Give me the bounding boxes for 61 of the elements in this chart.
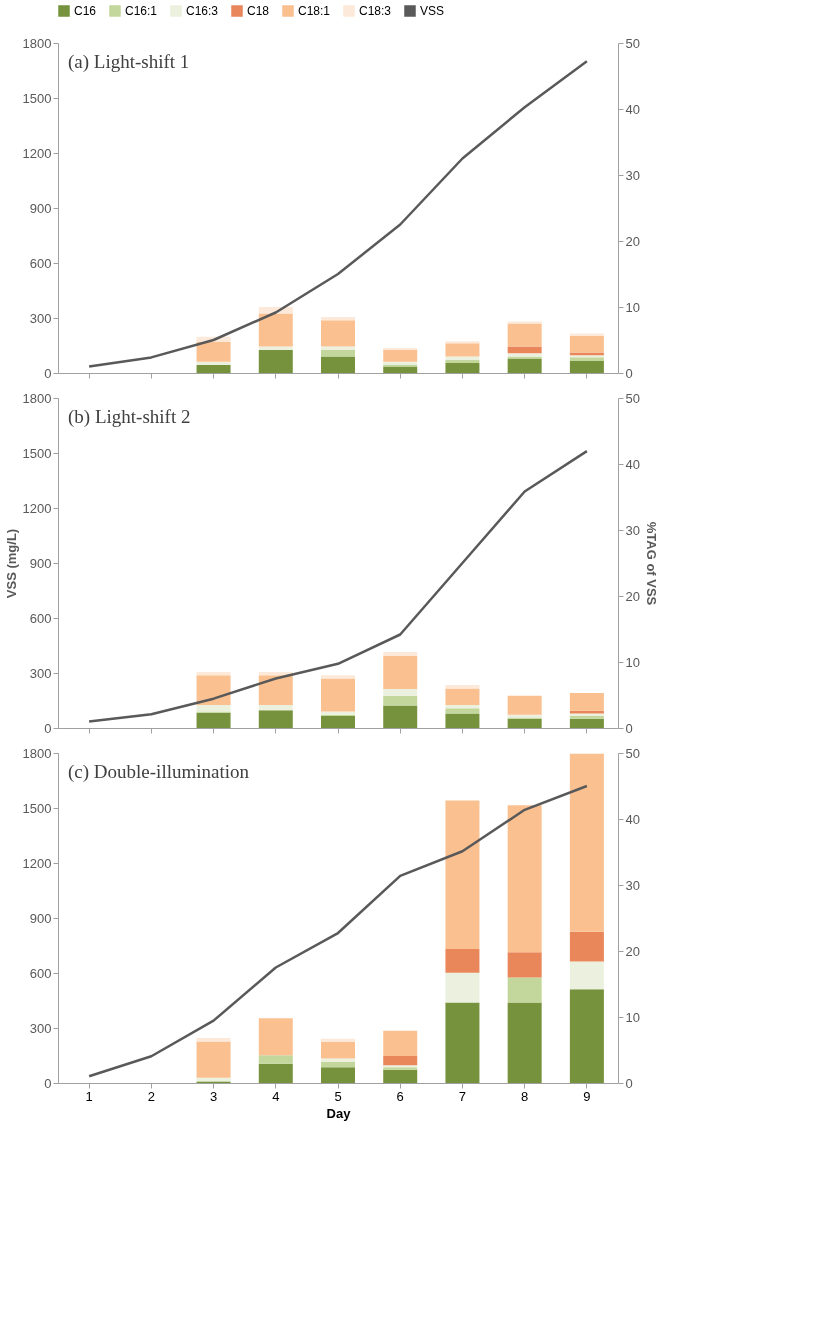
chart-title: (a) Light-shift 1 — [68, 51, 190, 73]
y-tick-label: 1800 — [22, 390, 52, 406]
legend-label: C18:1 — [298, 4, 331, 18]
y-tick-label: 1500 — [22, 800, 52, 816]
x-tick-label: 1 — [85, 1088, 93, 1104]
legend-label: C16:3 — [186, 4, 219, 18]
y-tick-label: 1200 — [22, 855, 52, 871]
x-tick-label: 4 — [272, 1088, 280, 1104]
y-tick-label: 1200 — [22, 145, 52, 161]
y-tick-label: 300 — [29, 310, 52, 326]
y2-tick-label: 40 — [625, 811, 640, 827]
y-tick-label: 0 — [44, 720, 52, 736]
y2-tick-label: 30 — [625, 167, 640, 183]
y-tick-label: 900 — [29, 910, 52, 926]
y-tick-label: 600 — [29, 965, 52, 981]
y-tick-label: 900 — [29, 200, 52, 216]
x-tick-label: 9 — [583, 1088, 591, 1104]
chart-title: (c) Double-illumination — [68, 761, 250, 783]
y2-tick-label: 50 — [625, 745, 640, 761]
x-axis-title: Day — [326, 1105, 352, 1121]
y-tick-label: 900 — [29, 555, 52, 571]
y2-tick-label: 0 — [625, 720, 633, 736]
x-tick-label: 7 — [458, 1088, 467, 1104]
legend-label: C16:1 — [125, 4, 158, 18]
chart-title: (b) Light-shift 2 — [68, 406, 191, 428]
y-tick-label: 300 — [29, 665, 52, 681]
y2-tick-label: 0 — [625, 365, 633, 381]
y2-tick-label: 20 — [625, 233, 640, 249]
y2-tick-label: 10 — [625, 299, 640, 315]
y-tick-label: 0 — [44, 365, 52, 381]
legend-label: C18:3 — [359, 4, 392, 18]
y2-tick-label: 20 — [625, 943, 640, 959]
y2-tick-label: 30 — [625, 522, 640, 538]
y-axis-title: VSS (mg/L) — [3, 528, 19, 599]
y2-tick-label: 40 — [625, 101, 640, 117]
y2-tick-label: 50 — [625, 35, 640, 51]
y-tick-label: 1800 — [22, 745, 52, 761]
y-tick-label: 0 — [44, 1075, 52, 1091]
x-tick-label: 5 — [334, 1088, 342, 1104]
y-tick-label: 1500 — [22, 445, 52, 461]
legend-label: C18 — [247, 4, 270, 18]
x-tick-label: 3 — [209, 1088, 218, 1104]
y-tick-label: 1800 — [22, 35, 52, 51]
x-tick-label: 6 — [396, 1088, 404, 1104]
y2-tick-label: 20 — [625, 588, 640, 604]
y2-axis-title: %TAG of VSS — [643, 521, 659, 606]
x-tick-label: 8 — [521, 1088, 529, 1104]
y2-tick-label: 30 — [625, 877, 640, 893]
y2-tick-label: 50 — [625, 390, 640, 406]
y2-tick-label: 10 — [625, 1009, 640, 1025]
y-tick-label: 1500 — [22, 90, 52, 106]
y-tick-label: 300 — [29, 1020, 52, 1036]
legend-label: C16 — [74, 4, 97, 18]
y-tick-label: 600 — [29, 255, 52, 271]
legend-label: VSS — [420, 4, 445, 18]
y2-tick-label: 10 — [625, 654, 640, 670]
y-tick-label: 600 — [29, 610, 52, 626]
y2-tick-label: 40 — [625, 456, 640, 472]
y2-tick-label: 0 — [625, 1075, 633, 1091]
x-tick-label: 2 — [147, 1088, 155, 1104]
y-tick-label: 1200 — [22, 500, 52, 516]
